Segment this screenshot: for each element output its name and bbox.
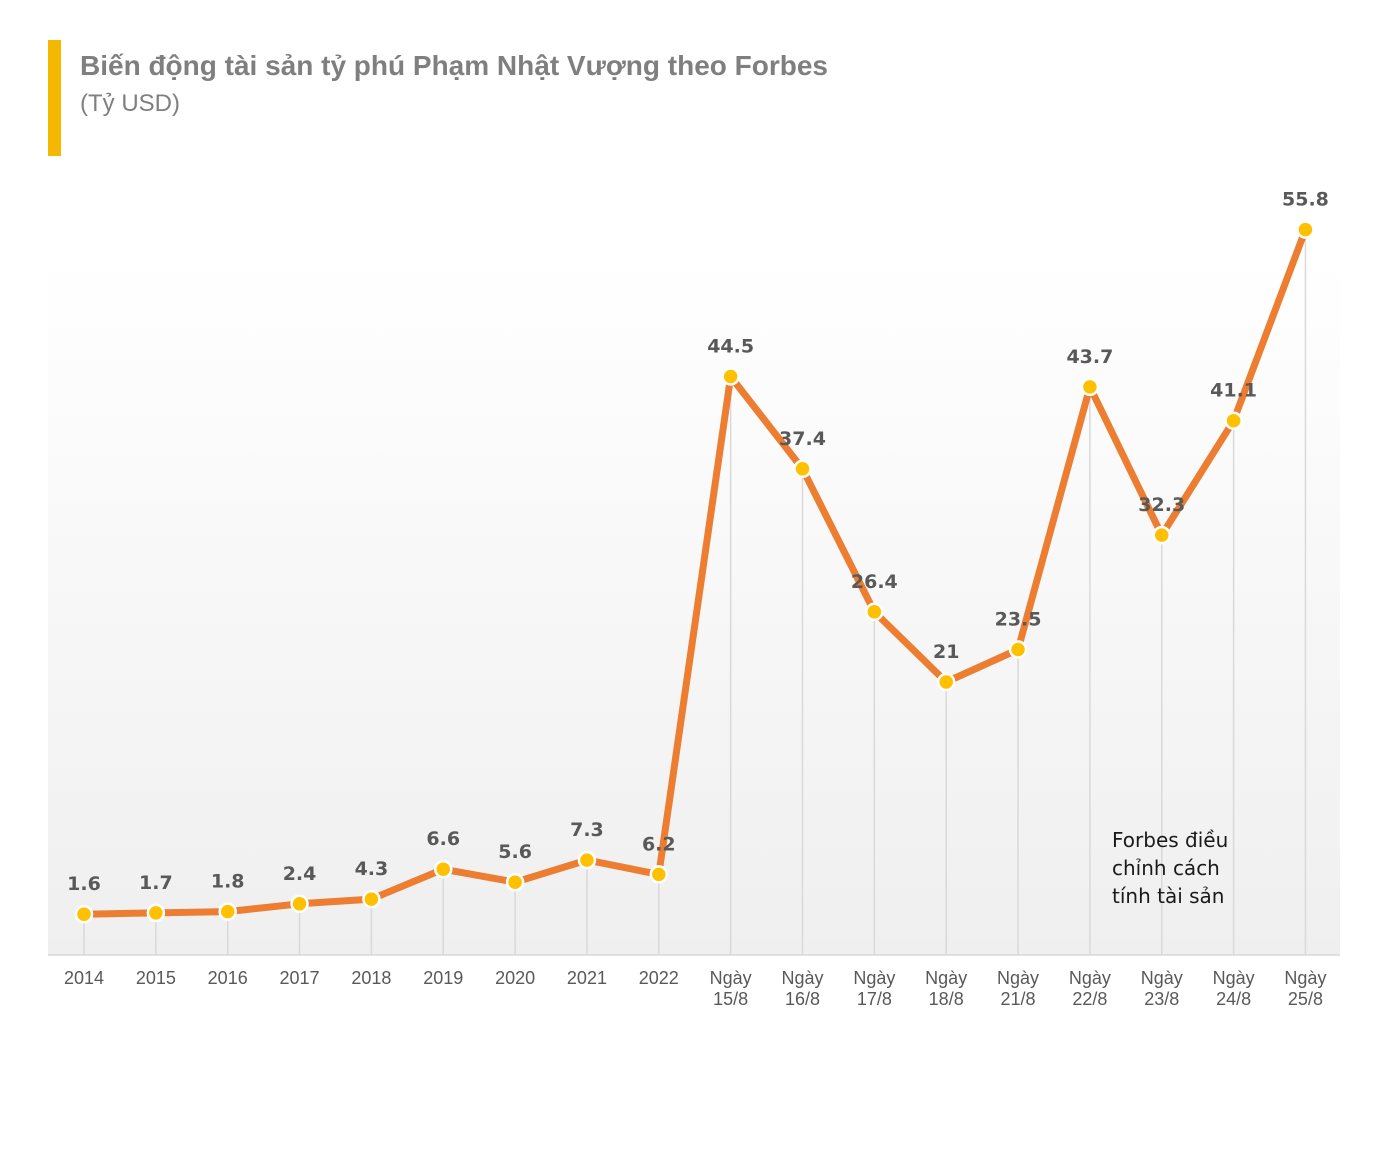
x-axis-labels: 2014 2015 2016 2017 2018 2019 2020 2021 2022 Ngày… bbox=[64, 968, 1326, 1009]
data-point-marker bbox=[362, 889, 381, 909]
data-label: 1.6 bbox=[67, 873, 101, 895]
x-tick-label: 2018 bbox=[351, 968, 391, 988]
data-point-marker bbox=[290, 894, 309, 914]
x-tick-label: 2020 bbox=[495, 968, 535, 988]
data-point-marker bbox=[649, 865, 669, 884]
title-accent-bar bbox=[48, 40, 61, 156]
data-point-marker bbox=[793, 459, 812, 479]
data-label: 2.4 bbox=[283, 863, 317, 885]
x-tick-label: 2016 bbox=[208, 968, 248, 988]
x-tick-label: Ngày bbox=[925, 968, 967, 988]
x-tick-label: Ngày bbox=[1141, 968, 1183, 988]
data-label: 21 bbox=[933, 641, 959, 663]
data-label: 32.3 bbox=[1138, 494, 1185, 516]
x-tick-label: 15/8 bbox=[713, 989, 748, 1009]
x-tick-label: 2017 bbox=[280, 968, 320, 988]
data-label: 1.8 bbox=[211, 871, 245, 893]
x-tick-label: Ngày bbox=[1213, 968, 1255, 988]
x-tick-label: Ngày bbox=[781, 968, 823, 988]
data-point-marker bbox=[434, 859, 453, 879]
x-tick-label: 23/8 bbox=[1144, 989, 1179, 1009]
x-tick-label: 2019 bbox=[423, 968, 463, 988]
x-tick-label: 22/8 bbox=[1072, 989, 1107, 1009]
x-tick-label: 17/8 bbox=[857, 989, 892, 1009]
data-point-marker bbox=[721, 367, 740, 386]
data-labels: 1.6 1.7 1.8 2.4 4.3 6.6 5.6 7.3 6.2 44.5 37.4 26.4 2… bbox=[67, 189, 1329, 896]
x-tick-label: Ngày bbox=[853, 968, 895, 988]
data-point-marker bbox=[74, 904, 94, 924]
x-tick-label: Ngày bbox=[1284, 968, 1326, 988]
annotation-line: chỉnh cách bbox=[1112, 856, 1220, 880]
data-label: 7.3 bbox=[570, 819, 604, 841]
data-point-marker bbox=[936, 672, 956, 692]
x-tick-label: Ngày bbox=[710, 968, 752, 988]
data-point-marker bbox=[146, 903, 166, 923]
data-label: 41.1 bbox=[1210, 380, 1257, 402]
data-point-marker bbox=[1008, 640, 1028, 659]
data-label: 5.6 bbox=[498, 841, 532, 863]
x-tick-label: 21/8 bbox=[1001, 989, 1036, 1009]
data-point-marker bbox=[577, 850, 597, 870]
annotation-line: tính tài sản bbox=[1112, 884, 1225, 908]
x-tick-label: 2022 bbox=[639, 968, 679, 988]
x-tick-label: 2014 bbox=[64, 968, 104, 988]
data-point-marker bbox=[1224, 411, 1243, 430]
x-tick-label: 24/8 bbox=[1216, 989, 1251, 1009]
x-tick-label: 18/8 bbox=[929, 989, 964, 1009]
x-tick-label: 16/8 bbox=[785, 989, 820, 1009]
data-point-marker bbox=[1080, 377, 1100, 397]
data-label: 43.7 bbox=[1066, 346, 1113, 368]
data-label: 6.2 bbox=[642, 833, 676, 855]
annotation-line: Forbes điều bbox=[1112, 828, 1229, 852]
data-label: 44.5 bbox=[707, 336, 754, 358]
x-tick-label: Ngày bbox=[997, 968, 1039, 988]
data-point-marker bbox=[1296, 220, 1315, 239]
data-label: 4.3 bbox=[355, 858, 389, 880]
data-label: 23.5 bbox=[995, 609, 1042, 631]
x-tick-label: 2021 bbox=[567, 968, 607, 988]
data-label: 26.4 bbox=[851, 571, 898, 593]
data-point-marker bbox=[1152, 525, 1171, 545]
chart-title: Biến động tài sản tỷ phú Phạm Nhật Vượng… bbox=[80, 50, 829, 81]
data-label: 37.4 bbox=[779, 428, 826, 450]
data-point-marker bbox=[505, 872, 525, 892]
annotation-note: Forbes điều chỉnh cách tính tài sản bbox=[1112, 826, 1228, 910]
markers bbox=[74, 220, 1315, 924]
data-label: 6.6 bbox=[426, 828, 460, 850]
series-line bbox=[80, 226, 1309, 918]
x-tick-label: 25/8 bbox=[1288, 989, 1323, 1009]
data-point-marker bbox=[865, 602, 884, 622]
chart-subtitle: (Tỷ USD) bbox=[80, 90, 180, 117]
data-label: 55.8 bbox=[1282, 189, 1329, 211]
data-point-marker bbox=[218, 902, 237, 921]
x-tick-label: 2015 bbox=[136, 968, 176, 988]
x-tick-label: Ngày bbox=[1069, 968, 1111, 988]
data-label: 1.7 bbox=[139, 872, 173, 894]
